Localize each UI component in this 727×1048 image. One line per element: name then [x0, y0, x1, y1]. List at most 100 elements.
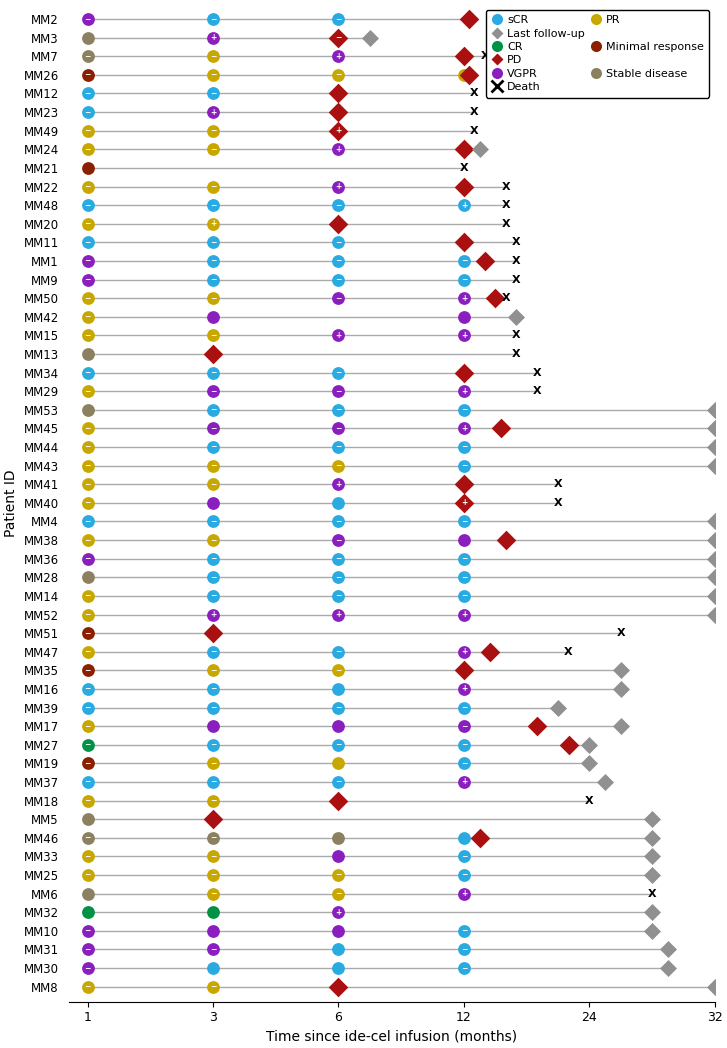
Text: −: − [84, 257, 91, 265]
Point [584, 737, 595, 754]
Point [333, 85, 345, 102]
Point [207, 811, 219, 828]
Text: −: − [210, 51, 216, 61]
Point [207, 48, 219, 65]
Text: −: − [461, 852, 467, 860]
Point [207, 457, 219, 474]
Point [458, 662, 470, 679]
Text: −: − [210, 740, 216, 749]
Text: −: − [210, 889, 216, 898]
Text: +: + [210, 610, 216, 619]
Point [81, 662, 93, 679]
Text: X: X [554, 479, 563, 489]
Text: −: − [84, 182, 91, 191]
Point [458, 495, 470, 511]
Text: +: + [335, 126, 342, 135]
Point [81, 625, 93, 641]
Point [81, 699, 93, 716]
Point [646, 867, 658, 883]
Text: X: X [502, 181, 510, 192]
Text: −: − [210, 536, 216, 545]
Text: X: X [585, 795, 594, 806]
Point [81, 514, 93, 530]
Text: −: − [84, 331, 91, 340]
X-axis label: Time since ide-cel infusion (months): Time since ide-cel infusion (months) [266, 1030, 518, 1044]
Text: −: − [210, 257, 216, 265]
Point [333, 104, 345, 121]
Point [81, 903, 93, 920]
Point [333, 867, 345, 883]
Text: −: − [461, 517, 467, 526]
Text: −: − [84, 536, 91, 545]
Text: −: − [84, 963, 91, 973]
Point [333, 903, 345, 920]
Point [333, 66, 345, 83]
Point [207, 495, 219, 511]
Text: −: − [84, 778, 91, 786]
Text: −: − [84, 145, 91, 154]
Point [81, 140, 93, 157]
Text: +: + [461, 424, 467, 433]
Point [81, 178, 93, 195]
Point [81, 606, 93, 623]
Point [709, 588, 720, 605]
Point [207, 903, 219, 920]
Text: −: − [335, 665, 342, 675]
Text: X: X [564, 647, 573, 657]
Point [81, 476, 93, 493]
Point [458, 66, 470, 83]
Point [709, 439, 720, 456]
Point [81, 215, 93, 232]
Text: X: X [554, 498, 563, 508]
Point [207, 123, 219, 139]
Point [333, 643, 345, 660]
Text: −: − [84, 89, 91, 97]
Point [207, 922, 219, 939]
Text: +: + [461, 648, 467, 656]
Point [709, 550, 720, 567]
Point [333, 439, 345, 456]
Point [207, 308, 219, 325]
Point [458, 457, 470, 474]
Point [207, 960, 219, 977]
Point [81, 308, 93, 325]
Text: −: − [84, 871, 91, 879]
Point [364, 29, 376, 46]
Point [333, 383, 345, 399]
Text: X: X [648, 889, 656, 898]
Point [646, 848, 658, 865]
Text: −: − [210, 796, 216, 805]
Point [333, 792, 345, 809]
Point [458, 848, 470, 865]
Point [646, 829, 658, 846]
Point [458, 588, 470, 605]
Legend: sCR, Last follow-up, CR, PD, VGPR, Death, PR, , Minimal response, , Stable disea: sCR, Last follow-up, CR, PD, VGPR, Death… [486, 9, 710, 97]
Text: −: − [335, 740, 342, 749]
Point [207, 514, 219, 530]
Point [81, 123, 93, 139]
Point [709, 514, 720, 530]
Text: X: X [512, 330, 521, 341]
Text: −: − [335, 257, 342, 265]
Point [709, 420, 720, 437]
Point [207, 941, 219, 958]
Point [458, 401, 470, 418]
Text: +: + [335, 182, 342, 191]
Text: −: − [461, 740, 467, 749]
Point [81, 755, 93, 771]
Point [207, 271, 219, 288]
Point [207, 140, 219, 157]
Point [458, 383, 470, 399]
Text: X: X [533, 368, 542, 377]
Point [207, 867, 219, 883]
Text: −: − [84, 275, 91, 284]
Text: X: X [512, 275, 521, 285]
Point [207, 66, 219, 83]
Point [333, 140, 345, 157]
Point [599, 773, 611, 790]
Point [207, 234, 219, 250]
Text: −: − [210, 554, 216, 563]
Point [463, 10, 475, 27]
Point [81, 290, 93, 307]
Point [207, 476, 219, 493]
